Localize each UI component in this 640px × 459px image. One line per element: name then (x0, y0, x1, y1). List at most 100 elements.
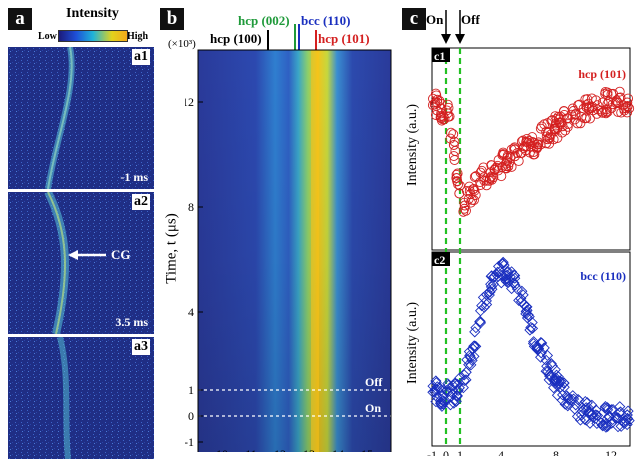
data-point (531, 340, 543, 352)
data-point (558, 381, 570, 393)
data-point (523, 310, 535, 323)
data-point (518, 143, 529, 154)
data-point (442, 379, 455, 391)
data-point (510, 151, 520, 162)
data-point (555, 381, 567, 393)
data-point (444, 111, 455, 122)
data-point (601, 420, 614, 432)
data-point (448, 139, 459, 150)
peak-label-bcc110: bcc (110) (301, 13, 351, 28)
data-point (448, 151, 459, 161)
data-point (464, 186, 475, 197)
data-point (516, 148, 527, 159)
c1-ylabel: Intensity (a.u.) (405, 103, 420, 187)
data-point (439, 113, 450, 124)
y-tick: 8 (188, 200, 194, 214)
c2-series-label: bcc (110) (580, 269, 626, 283)
data-point (454, 372, 466, 384)
heatmap-chart: Off On 12 8 4 1 0 -1 10 11 12 13 14 15 (185, 24, 392, 452)
data-point (527, 132, 538, 143)
data-point (501, 266, 513, 279)
data-point (553, 111, 564, 122)
data-point (528, 149, 539, 160)
x-tick: -1 (427, 448, 437, 456)
data-point (544, 132, 555, 143)
marker-on-label: On (426, 12, 444, 27)
data-point (546, 360, 558, 372)
panel-c-x-ticks: -1 0 1 4 8 12 (427, 448, 617, 456)
a2-texture (8, 192, 154, 334)
data-point (509, 279, 521, 291)
x-tick: 10 (216, 447, 228, 452)
peak-label-hcp002: hcp (002) (238, 13, 290, 28)
data-point (486, 160, 497, 171)
data-point (512, 148, 523, 158)
data-point (477, 291, 490, 304)
data-point (488, 172, 499, 183)
a3-label: a3 (132, 339, 150, 355)
x-tick: 1 (457, 448, 463, 456)
colorbar-title: Intensity (66, 6, 119, 21)
data-point (492, 260, 505, 273)
y-multiplier: (×10³) (168, 38, 196, 50)
data-point (611, 411, 623, 424)
data-point (612, 97, 622, 108)
data-point (521, 301, 533, 313)
data-point (540, 365, 552, 377)
data-point (430, 110, 441, 120)
data-point (513, 294, 525, 306)
x-tick: 12 (274, 447, 286, 452)
data-point (442, 108, 453, 119)
data-point (535, 351, 547, 363)
data-point (586, 103, 597, 114)
data-point (535, 139, 546, 150)
x-tick: 13 (303, 447, 315, 452)
data-point (614, 86, 625, 97)
data-point (431, 90, 442, 101)
data-point (486, 174, 497, 185)
data-point (607, 413, 619, 426)
image-a3: a3 (8, 337, 154, 459)
peak-label-hcp101: hcp (101) (318, 31, 370, 46)
data-point (562, 391, 574, 404)
data-point (432, 97, 443, 108)
data-point (437, 395, 450, 407)
panel-b-x-ticks: 10 11 12 13 14 15 (216, 447, 373, 452)
data-point (562, 121, 573, 132)
data-point (602, 107, 613, 117)
colorbar-low-label: Low (38, 31, 57, 42)
data-point (476, 300, 488, 312)
data-point (458, 374, 470, 387)
marker-off-label: Off (461, 12, 480, 27)
x-tick: 8 (553, 448, 559, 456)
data-point (486, 283, 498, 295)
data-point (449, 136, 460, 147)
a1-texture (8, 47, 154, 189)
data-point (453, 179, 464, 190)
x-tick: 12 (605, 448, 617, 456)
data-point (618, 416, 630, 428)
data-point (509, 272, 521, 284)
data-point (552, 133, 563, 143)
data-point (575, 118, 586, 129)
data-point (485, 270, 497, 283)
data-point (468, 340, 481, 352)
data-point (450, 146, 461, 156)
data-point (502, 265, 514, 277)
data-point (526, 316, 538, 329)
data-point (544, 370, 556, 382)
panel-c-letter: c (402, 8, 426, 30)
data-point (535, 337, 547, 349)
cg-annotation: CG (111, 247, 131, 262)
x-tick: 15 (361, 447, 373, 452)
c1-frame (431, 47, 631, 251)
data-point (570, 399, 582, 411)
data-point (464, 349, 476, 362)
panel-b-y-ticks: 12 8 4 1 0 -1 (185, 95, 203, 449)
data-point (581, 100, 592, 111)
data-point (603, 411, 615, 423)
data-point (603, 96, 614, 107)
data-point (572, 118, 583, 129)
data-point (591, 417, 603, 430)
data-point (452, 168, 463, 179)
